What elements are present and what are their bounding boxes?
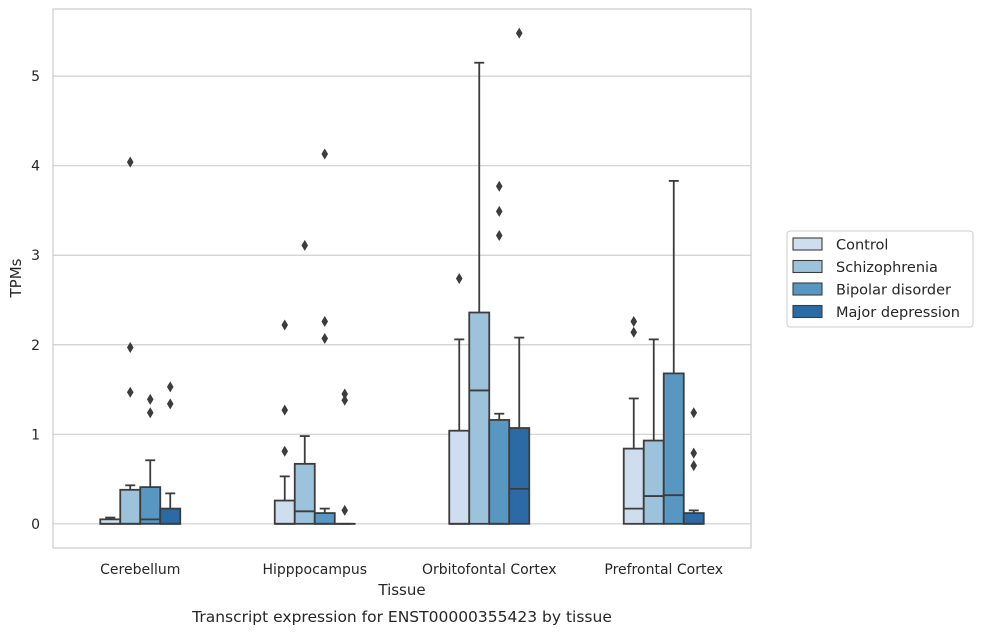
legend-label: Major depression xyxy=(836,305,960,321)
box-control xyxy=(624,316,644,524)
outlier-point xyxy=(167,398,174,409)
box-schizophrenia xyxy=(295,240,315,524)
outlier-point xyxy=(321,333,328,344)
y-tick-label: 2 xyxy=(31,338,40,354)
x-tick-label: Prefrontal Cortex xyxy=(604,562,723,578)
outlier-point xyxy=(690,407,697,418)
y-axis-label: TPMs xyxy=(7,258,25,298)
box-body xyxy=(295,464,315,524)
x-tick-label: Cerebellum xyxy=(100,562,180,578)
legend-label: Schizophrenia xyxy=(836,260,938,276)
box-body xyxy=(664,373,684,523)
box-control xyxy=(100,518,120,524)
y-tick-label: 3 xyxy=(31,248,40,264)
outlier-point xyxy=(341,505,348,516)
outlier-point xyxy=(301,240,308,251)
box-control xyxy=(449,273,469,524)
outlier-point xyxy=(127,387,134,398)
box-major-depression xyxy=(160,381,180,523)
y-tick-label: 4 xyxy=(31,159,40,175)
x-axis-label: Tissue xyxy=(377,581,425,599)
outlier-point xyxy=(167,381,174,392)
outlier-point xyxy=(690,448,697,459)
box-major-depression xyxy=(335,389,355,524)
box-body xyxy=(160,509,180,524)
outlier-point xyxy=(630,327,637,338)
legend-swatch xyxy=(793,261,822,273)
legend-label: Control xyxy=(836,238,888,254)
box-schizophrenia xyxy=(644,339,664,523)
box-body xyxy=(140,487,160,524)
legend-swatch xyxy=(793,238,822,250)
box-bipolar-disorder xyxy=(664,181,684,524)
outlier-point xyxy=(630,316,637,327)
box-body xyxy=(489,420,509,524)
box-body xyxy=(315,513,335,524)
x-tick-labels: Cerebellum Hipppocampus Orbitofontal Corte… xyxy=(100,562,723,578)
box-body xyxy=(644,441,664,524)
outlier-point xyxy=(321,149,328,160)
outlier-point xyxy=(281,320,288,331)
outlier-point xyxy=(496,181,503,192)
box-body xyxy=(449,431,469,524)
outlier-point xyxy=(496,206,503,217)
box-major-depression xyxy=(684,407,704,524)
box-body xyxy=(469,313,489,524)
x-tick-label: Hipppocampus xyxy=(262,562,367,578)
outlier-point xyxy=(321,316,328,327)
legend-label: Bipolar disorder xyxy=(836,283,951,299)
outlier-point xyxy=(147,394,154,405)
outlier-point xyxy=(456,273,463,284)
box-control xyxy=(275,320,295,524)
marks-layer xyxy=(100,28,704,524)
y-tick-label: 0 xyxy=(31,517,40,533)
outlier-point xyxy=(281,405,288,416)
chart-caption: Transcript expression for ENST0000035542… xyxy=(191,608,612,626)
box-bipolar-disorder xyxy=(315,149,335,524)
outlier-point xyxy=(341,389,348,400)
outlier-point xyxy=(147,407,154,418)
box-schizophrenia xyxy=(120,157,140,524)
box-body xyxy=(624,449,644,524)
y-tick-labels: 0 1 2 3 4 5 xyxy=(31,69,40,533)
outlier-point xyxy=(281,446,288,457)
box-schizophrenia xyxy=(469,63,489,524)
box-body xyxy=(275,501,295,524)
outlier-point xyxy=(127,342,134,353)
outlier-point xyxy=(496,230,503,241)
box-bipolar-disorder xyxy=(489,181,509,524)
outlier-point xyxy=(690,460,697,471)
box-body xyxy=(120,490,140,524)
legend: Control Schizophrenia Bipolar disorder Majo… xyxy=(787,231,973,327)
legend-swatch xyxy=(793,283,822,295)
box-body xyxy=(509,428,529,524)
x-tick-label: Orbitofontal Cortex xyxy=(422,562,557,578)
outlier-point xyxy=(516,28,523,39)
y-tick-label: 5 xyxy=(31,69,40,85)
box-body xyxy=(684,513,704,524)
box-major-depression xyxy=(509,28,529,524)
y-tick-label: 1 xyxy=(31,427,40,443)
legend-swatch xyxy=(793,306,822,318)
box-bipolar-disorder xyxy=(140,394,160,524)
